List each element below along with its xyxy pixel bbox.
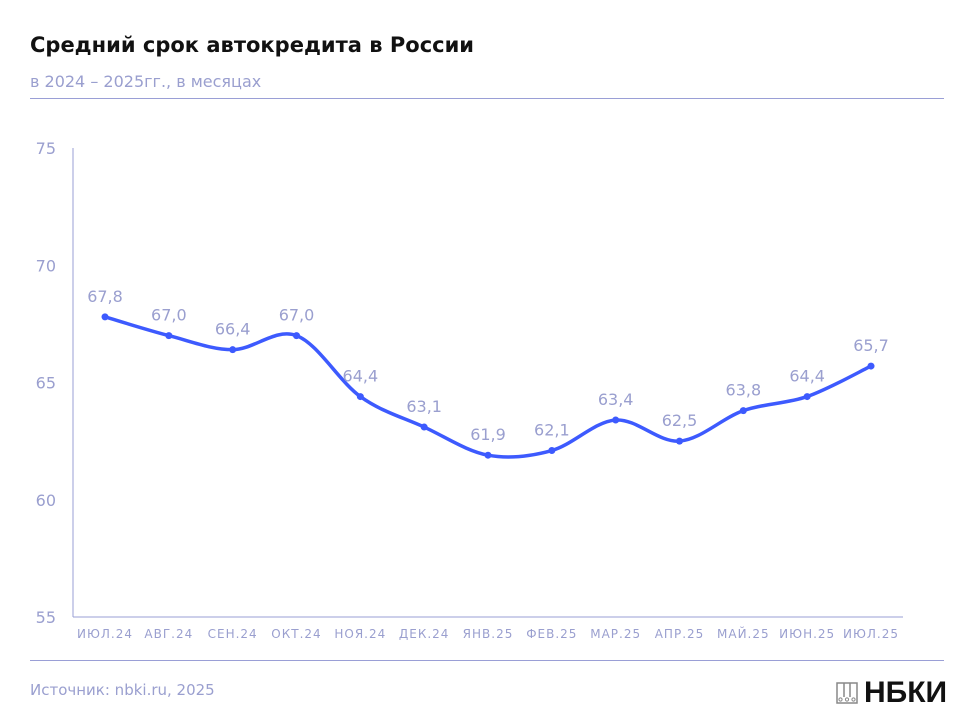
data-point [612, 416, 620, 424]
data-label: 65,7 [853, 336, 889, 355]
y-tick-label: 70 [36, 256, 56, 275]
data-point [356, 393, 364, 401]
x-tick-label: НОЯ.24 [334, 627, 386, 641]
x-tick-label: ДЕК.24 [399, 627, 450, 641]
data-point [293, 332, 300, 340]
y-tick-label: 75 [36, 139, 56, 158]
x-tick-label: ОКТ.24 [271, 627, 321, 641]
chart-subtitle: в 2024 – 2025гг., в месяцах [30, 72, 262, 91]
data-point [484, 451, 492, 459]
x-tick-label: ИЮЛ.25 [843, 627, 899, 641]
x-tick-label: ИЮЛ.24 [77, 627, 133, 641]
data-label: 62,5 [662, 411, 698, 430]
data-label: 67,0 [279, 306, 315, 325]
x-tick-label: ЯНВ.25 [463, 627, 514, 641]
x-tick-label: ИЮН.25 [779, 627, 835, 641]
source-note: Источник: nbki.ru, 2025 [30, 681, 215, 699]
archive-icon [836, 682, 858, 704]
data-label: 67,0 [151, 306, 187, 325]
y-tick-label: 55 [36, 608, 56, 627]
x-tick-label: МАЙ.25 [717, 626, 770, 641]
data-point [165, 332, 173, 340]
footer-divider [30, 660, 944, 661]
data-point [101, 313, 109, 321]
data-point [739, 407, 747, 415]
data-point [548, 447, 556, 455]
header-divider [30, 98, 944, 99]
data-point [229, 346, 237, 354]
data-label: 63,8 [726, 381, 762, 400]
x-tick-label: МАР.25 [590, 627, 641, 641]
logo-text: НБКИ [864, 676, 948, 709]
data-point [676, 437, 683, 445]
data-label: 64,4 [343, 367, 379, 386]
data-point [420, 423, 428, 431]
data-label: 63,4 [598, 390, 634, 409]
y-tick-label: 60 [36, 491, 56, 510]
x-tick-label: ФЕВ.25 [526, 627, 577, 641]
x-tick-label: АПР.25 [655, 627, 705, 641]
data-label: 66,4 [215, 320, 251, 339]
data-label: 62,1 [534, 421, 570, 440]
chart-title: Средний срок автокредита в России [30, 33, 475, 57]
y-tick-label: 65 [36, 374, 56, 393]
nbki-logo: НБКИ [836, 676, 947, 710]
data-point [803, 393, 811, 401]
data-label: 64,4 [789, 367, 825, 386]
data-point [867, 362, 875, 370]
x-tick-label: СЕН.24 [208, 627, 258, 641]
data-label: 67,8 [87, 287, 123, 306]
x-tick-label: АВГ.24 [144, 627, 193, 641]
data-label: 63,1 [406, 397, 442, 416]
data-label: 61,9 [470, 425, 506, 444]
